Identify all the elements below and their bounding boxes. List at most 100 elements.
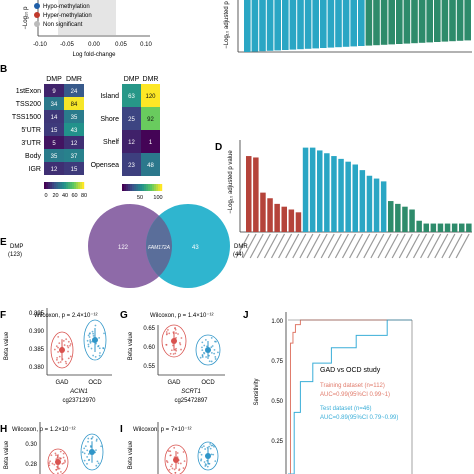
violin-point <box>67 357 70 360</box>
violin-point <box>88 336 91 338</box>
legend-label-hypo: Hypo-methylation <box>43 4 90 10</box>
heat2-colorbar-segment <box>152 184 155 191</box>
violin-point <box>58 355 61 358</box>
heat1-cell-value: 35 <box>71 115 78 121</box>
panel-h-stat: Wilcoxon, p = 1.2×10⁻¹² <box>12 427 76 433</box>
panel-d-category-label-stub <box>313 233 328 259</box>
violin-point <box>182 467 185 469</box>
violin-point <box>103 332 105 335</box>
violin-point <box>100 445 103 448</box>
violin-point <box>167 329 169 331</box>
panel-c-bar <box>418 0 426 43</box>
panel-d-category-label-stub <box>427 233 442 259</box>
heat2-colorbar-segment <box>140 184 143 191</box>
heat1-colorbar-segment <box>62 182 65 189</box>
violin-mean <box>59 347 65 353</box>
volcano-xlabel: Log fold-change <box>72 52 116 58</box>
violin-point <box>174 348 177 351</box>
legend-label-hyper: Hyper-methylation <box>43 13 92 19</box>
violin-point <box>169 352 172 355</box>
heat1-colorbar-tick: 40 <box>62 193 68 199</box>
violin-point <box>95 439 98 442</box>
heat1-colorbar-segment <box>64 182 67 189</box>
panel-label-g: G <box>120 310 128 321</box>
heat2-cell-value: 1 <box>149 140 153 146</box>
violin-point <box>91 436 94 438</box>
roc-curve <box>288 319 412 474</box>
heat1-cell-value: 5 <box>52 141 56 147</box>
panel-d-bar-chart: −Log₁₀ adjusted p value <box>228 140 472 259</box>
panel-c-bar <box>327 0 335 48</box>
panel-d-bar <box>253 157 259 232</box>
heat1-row-label: 1stExon <box>16 88 41 95</box>
violin-outline <box>47 448 69 474</box>
heat1-row-label: 3'UTR <box>21 140 41 147</box>
violin-point <box>167 450 170 452</box>
violin-point <box>204 338 207 341</box>
violin-point <box>172 344 174 347</box>
heat2-cell-value: 12 <box>128 140 135 146</box>
violin-point <box>165 331 168 333</box>
violin-point <box>210 351 213 354</box>
panel-d-bar <box>324 153 330 232</box>
panel-d-category-label-stub <box>356 233 371 259</box>
venn-shared: FAM172A <box>148 245 171 251</box>
panel-d-bar <box>423 223 429 232</box>
panel-label-e: E <box>0 237 7 248</box>
legend-swatch-hyper <box>34 12 40 18</box>
panel-d-category-label-stub <box>391 233 406 259</box>
heat1-colorbar-tick: 20 <box>52 193 58 199</box>
panel-d-category-label-stub <box>256 233 271 259</box>
heat1-colorbar-segment <box>48 182 51 189</box>
panel-d-category-label-stub <box>412 233 428 259</box>
violin-point <box>170 465 172 468</box>
violin-point <box>214 460 217 463</box>
violin-point <box>210 453 213 456</box>
panel-d-bar <box>388 201 394 232</box>
panel-g-ylabel: Beta value <box>128 331 134 360</box>
heat1-cell <box>44 136 64 149</box>
violin-point <box>213 348 216 351</box>
violin-point <box>168 468 171 471</box>
panel-d-category-label-stub <box>263 233 278 259</box>
violin-point <box>171 467 174 470</box>
volcano-xtick: 0.10 <box>140 42 152 48</box>
heat1-cell-value: 43 <box>71 128 78 134</box>
heat2-colorbar-segment <box>138 184 141 191</box>
venn-right-circle <box>146 204 230 288</box>
panel-c-bar-chart: −Log₁₀ adjusted p <box>224 0 472 53</box>
heat2-colorbar-tick: 100 <box>153 195 162 201</box>
heat1-cell-value: 24 <box>71 89 78 95</box>
violin-point <box>201 341 204 344</box>
legend-swatch-hypo <box>34 3 40 9</box>
heat1-cell-value: 14 <box>51 115 58 121</box>
panel-c-bar <box>350 0 357 47</box>
panel-d-bar <box>267 198 273 232</box>
violin-point <box>210 444 213 447</box>
violin-point <box>212 453 215 456</box>
violin-mean <box>92 337 98 343</box>
violin-point <box>217 351 219 354</box>
violin-point <box>55 358 58 361</box>
violin-point <box>210 337 213 339</box>
violin-point <box>200 459 202 462</box>
violin-point <box>98 336 101 339</box>
violin-point <box>92 334 95 337</box>
violin-outline <box>50 331 74 369</box>
panel-f-ytick: 0.390 <box>29 329 45 335</box>
violin-point <box>177 462 180 465</box>
violin-point <box>169 450 172 453</box>
violin-outline <box>195 334 221 366</box>
violin-point <box>201 354 204 356</box>
heat1-colorbar-tick: 0 <box>44 193 47 199</box>
panel-g-violin: Wilcoxon, p = 1.4×10⁻¹² Beta value 0.65 … <box>128 313 225 404</box>
violin-point <box>63 459 66 462</box>
violin-point <box>67 350 69 353</box>
panel-d-category-label-stub <box>363 233 378 259</box>
heat1-cell <box>44 97 64 110</box>
panel-c-bar <box>251 0 259 52</box>
venn-right-only: 43 <box>192 245 199 251</box>
violin-point <box>174 327 177 329</box>
panel-g-group-gad: GAD <box>167 380 181 386</box>
heat1-colorbar-segment <box>50 182 53 189</box>
